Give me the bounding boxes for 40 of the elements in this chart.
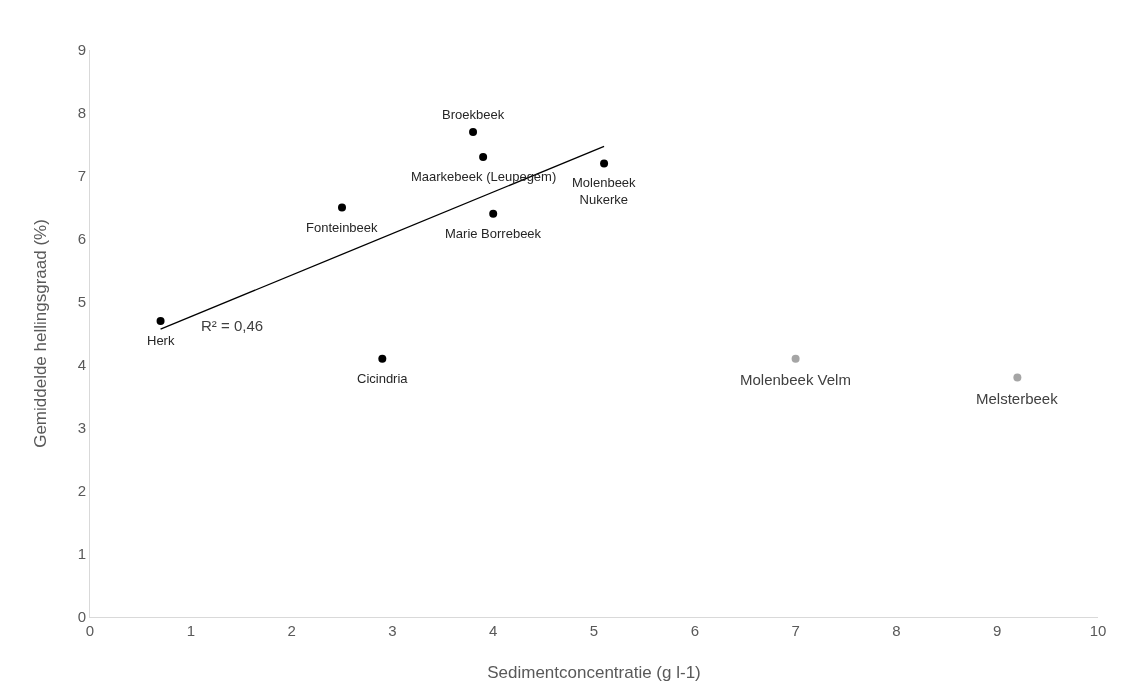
annotation: Herk	[147, 333, 175, 348]
annotation: Marie Borrebeek	[445, 226, 542, 241]
y-tick-label: 7	[77, 167, 86, 185]
y-tick-label: 2	[77, 482, 86, 500]
x-tick-label: 10	[1089, 622, 1107, 639]
x-tick-label: 1	[186, 622, 195, 639]
annotation: R² = 0,46	[201, 317, 264, 334]
y-tick-label: 3	[77, 419, 86, 437]
point	[378, 354, 387, 363]
y-tick-label: 8	[77, 104, 86, 122]
y-tick-label: 4	[77, 356, 86, 374]
x-tick-label: 2	[287, 622, 296, 639]
annotation: Fonteinbeek	[306, 220, 379, 235]
y-tick-label: 9	[77, 41, 86, 59]
annotation: Melsterbeek	[976, 390, 1059, 407]
y-tick-label: 1	[77, 545, 86, 563]
annotation: Molenbeek Nukerke	[572, 175, 637, 207]
point	[1013, 373, 1022, 382]
x-tick-label: 9	[993, 622, 1002, 639]
y-tick-label: 0	[77, 608, 86, 626]
annotation: Cicindria	[357, 371, 409, 386]
point	[338, 203, 346, 212]
point	[489, 209, 498, 218]
x-tick-label: 4	[489, 622, 498, 639]
x-tick-label: 5	[589, 622, 599, 639]
y-axis-title: Gemiddelde hellingsgraad (%)	[31, 219, 50, 448]
y-tick-label: 6	[77, 230, 86, 248]
point	[791, 354, 800, 363]
annotation: Molenbeek Velm	[740, 371, 851, 388]
point	[479, 153, 488, 162]
y-tick-label: 5	[77, 293, 86, 311]
x-tick-label: 8	[892, 622, 901, 639]
x-tick-label: 3	[388, 622, 397, 639]
point	[600, 159, 609, 168]
annotation: Broekbeek	[442, 107, 505, 122]
point	[469, 127, 478, 136]
x-tick-label: 7	[791, 622, 800, 639]
x-axis-title: Sedimentconcentratie (g l-1)	[487, 663, 701, 682]
point	[156, 316, 165, 325]
x-tick-label: 6	[690, 622, 699, 639]
